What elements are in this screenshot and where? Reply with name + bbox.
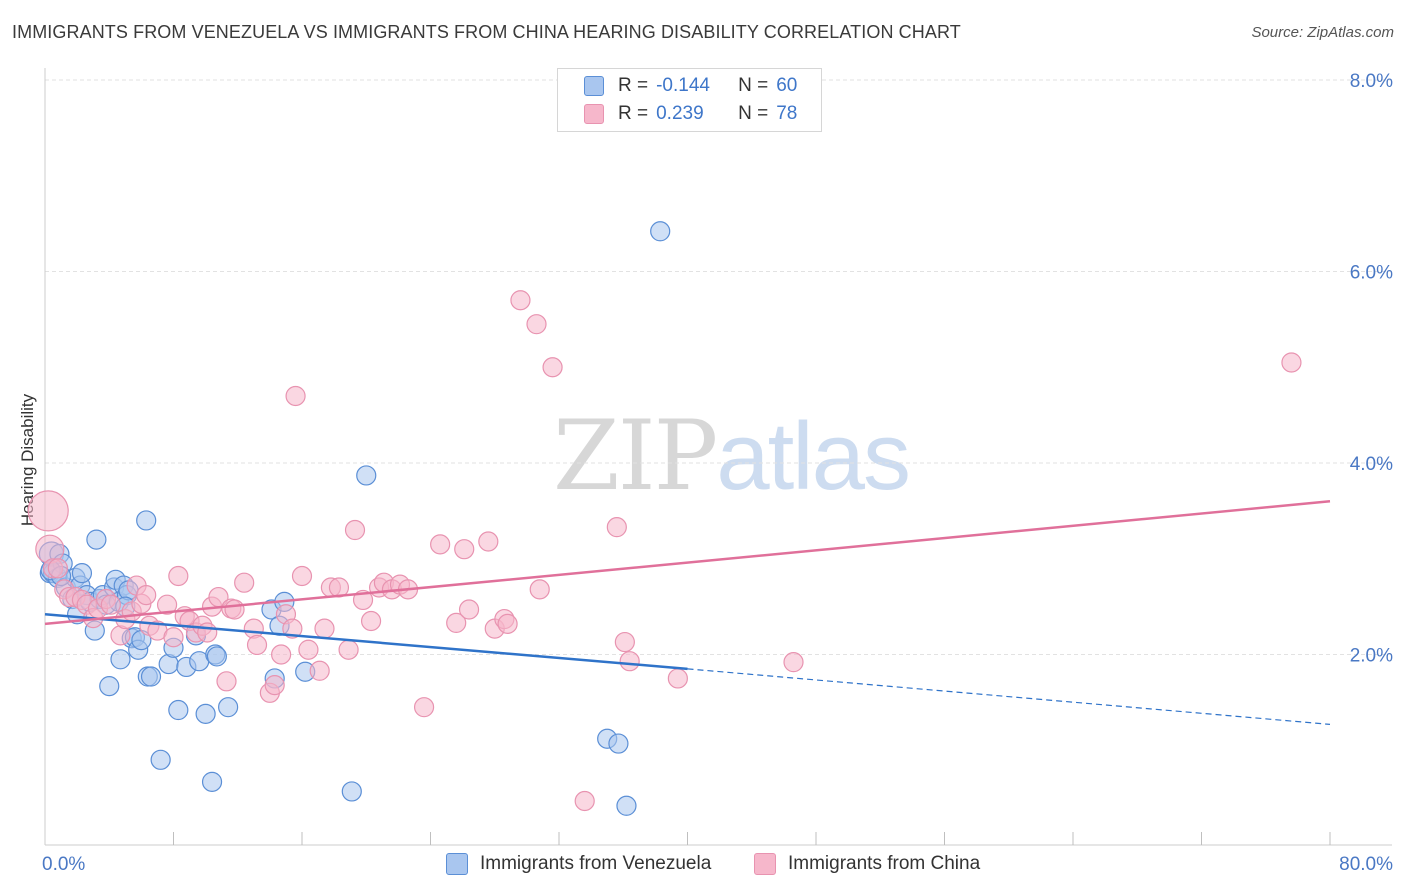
china-point (264, 675, 285, 696)
china-point (282, 618, 303, 639)
y-axis-label: Hearing Disability (18, 393, 37, 526)
venezuela-point (86, 529, 107, 550)
venezuela-trend-line (44, 613, 688, 671)
china-r-label: R = (618, 103, 649, 124)
china-r-value: 0.239 (656, 103, 704, 124)
china-swatch (584, 104, 604, 124)
china-trend-line (44, 500, 1331, 626)
china-point (338, 639, 359, 660)
watermark-zip: ZIP (553, 400, 718, 512)
venezuela-point (616, 795, 637, 816)
china-n-label: N = (738, 103, 769, 124)
x-tick-label: 0.0% (42, 854, 85, 875)
china-point (1281, 352, 1302, 373)
venezuela-point (110, 649, 131, 670)
venezuela-r-value: -0.144 (656, 75, 710, 96)
china-legend-swatch (754, 853, 776, 875)
venezuela-legend-swatch (446, 853, 468, 875)
stats-legend-venezuela: R = -0.144 N = 60 (584, 72, 797, 100)
venezuela-point (341, 781, 362, 802)
china-point (458, 599, 480, 620)
china-point (574, 790, 595, 812)
watermark-atlas: atlas (716, 403, 911, 510)
venezuela-point (168, 699, 189, 721)
watermark: ZIPatlas (553, 400, 911, 512)
venezuela-point (150, 749, 171, 770)
china-point (234, 572, 255, 593)
source-label: Source: ZipAtlas.com (1251, 24, 1394, 41)
china-point (413, 697, 435, 718)
china-point (156, 594, 178, 615)
venezuela-point (140, 666, 162, 687)
venezuela-point (136, 510, 157, 531)
venezuela-point (206, 646, 227, 667)
venezuela-r-label: R = (618, 75, 649, 96)
china-point (27, 490, 69, 532)
china-point (529, 579, 550, 600)
china-point (783, 652, 804, 673)
china-point (344, 519, 366, 541)
china-point (430, 534, 451, 555)
china-point (497, 613, 518, 634)
china-point (298, 639, 319, 660)
china-point (614, 631, 635, 653)
venezuela-point (201, 771, 223, 792)
y-tick-label: 8.0% (1350, 71, 1393, 92)
china-point (285, 385, 306, 407)
china-point (271, 644, 292, 665)
china-point (606, 517, 627, 538)
china-point (446, 612, 467, 634)
venezuela-trend-extension (687, 668, 1331, 725)
venezuela-swatch (584, 76, 604, 96)
y-tick-label: 6.0% (1350, 263, 1393, 284)
china-point (216, 671, 237, 692)
china-point (197, 622, 218, 643)
venezuela-point (99, 675, 120, 697)
china-point (454, 539, 475, 560)
venezuela-point (71, 563, 93, 584)
venezuela-point (195, 703, 216, 724)
china-point (526, 314, 547, 335)
china-point (510, 290, 531, 311)
china-point (309, 660, 330, 681)
china-point (100, 594, 121, 615)
chart-title: IMMIGRANTS FROM VENEZUELA VS IMMIGRANTS … (12, 22, 961, 42)
china-point (360, 610, 382, 632)
china-point (246, 634, 268, 656)
china-point (168, 565, 189, 587)
x-tick-label: 80.0% (1339, 854, 1393, 875)
china-n-value: 78 (776, 103, 798, 124)
venezuela-point (650, 221, 671, 242)
venezuela-point (608, 733, 629, 754)
china-point (478, 531, 499, 552)
china-point (314, 618, 335, 639)
china-point (291, 565, 313, 587)
china-point (224, 599, 245, 620)
y-tick-label: 4.0% (1350, 454, 1393, 475)
venezuela-legend-label: Immigrants from Venezuela (480, 853, 712, 874)
china-point (243, 618, 264, 639)
china-point (163, 627, 184, 648)
stats-legend-china: R = 0.239 N = 78 (584, 100, 797, 128)
venezuela-point (218, 697, 239, 718)
bottom-legend-china: Immigrants from China (754, 851, 980, 877)
bottom-legend-venezuela: Immigrants from Venezuela (446, 851, 711, 877)
stats-legend: R = -0.144 N = 60 R = 0.239 N = 78 (557, 68, 822, 132)
venezuela-point (356, 465, 377, 486)
china-point (619, 651, 640, 672)
venezuela-n-label: N = (738, 75, 769, 96)
venezuela-n-value: 60 (776, 75, 798, 96)
china-point (542, 357, 563, 378)
y-tick-label: 2.0% (1350, 646, 1393, 667)
china-point (47, 558, 68, 579)
china-point (667, 668, 688, 689)
china-point (136, 585, 157, 606)
china-legend-label: Immigrants from China (788, 853, 981, 874)
